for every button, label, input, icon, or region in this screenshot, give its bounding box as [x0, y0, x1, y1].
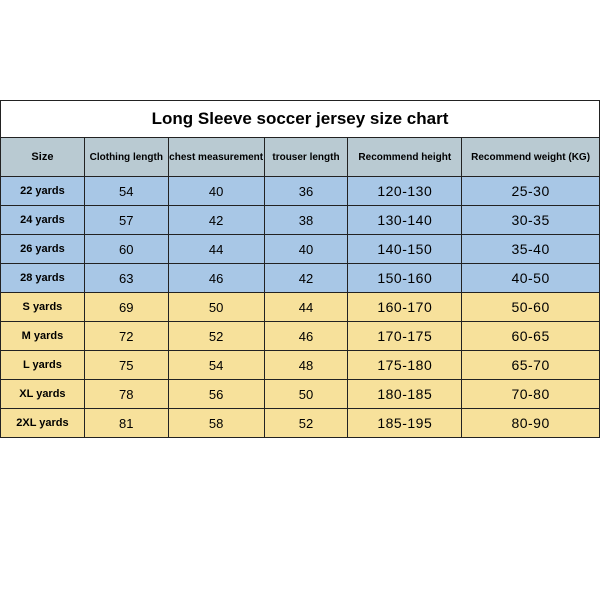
value-cell: 52 — [168, 322, 264, 351]
value-cell: 175-180 — [348, 351, 462, 380]
value-cell: 81 — [84, 409, 168, 438]
size-chart-body: Long Sleeve soccer jersey size chartSize… — [1, 101, 600, 438]
value-cell: 38 — [264, 206, 348, 235]
value-cell: 130-140 — [348, 206, 462, 235]
value-cell: 35-40 — [462, 235, 600, 264]
value-cell: 57 — [84, 206, 168, 235]
table-title: Long Sleeve soccer jersey size chart — [1, 101, 600, 138]
value-cell: 140-150 — [348, 235, 462, 264]
table-row: 24 yards574238130-14030-35 — [1, 206, 600, 235]
value-cell: 42 — [264, 264, 348, 293]
column-header: trouser length — [264, 138, 348, 177]
value-cell: 44 — [264, 293, 348, 322]
value-cell: 58 — [168, 409, 264, 438]
value-cell: 120-130 — [348, 177, 462, 206]
value-cell: 40 — [168, 177, 264, 206]
value-cell: 54 — [168, 351, 264, 380]
value-cell: 63 — [84, 264, 168, 293]
value-cell: 60-65 — [462, 322, 600, 351]
value-cell: 46 — [264, 322, 348, 351]
table-row: L yards755448175-18065-70 — [1, 351, 600, 380]
size-chart-container: Long Sleeve soccer jersey size chartSize… — [0, 100, 600, 438]
value-cell: 44 — [168, 235, 264, 264]
value-cell: 80-90 — [462, 409, 600, 438]
value-cell: 160-170 — [348, 293, 462, 322]
table-row: S yards695044160-17050-60 — [1, 293, 600, 322]
value-cell: 40 — [264, 235, 348, 264]
value-cell: 50-60 — [462, 293, 600, 322]
value-cell: 60 — [84, 235, 168, 264]
value-cell: 150-160 — [348, 264, 462, 293]
size-cell: L yards — [1, 351, 85, 380]
table-row: 2XL yards815852185-19580-90 — [1, 409, 600, 438]
size-cell: S yards — [1, 293, 85, 322]
value-cell: 70-80 — [462, 380, 600, 409]
table-row: 22 yards544036120-13025-30 — [1, 177, 600, 206]
value-cell: 185-195 — [348, 409, 462, 438]
value-cell: 170-175 — [348, 322, 462, 351]
column-header: Recommend weight (KG) — [462, 138, 600, 177]
size-cell: 26 yards — [1, 235, 85, 264]
size-cell: M yards — [1, 322, 85, 351]
value-cell: 40-50 — [462, 264, 600, 293]
size-cell: 24 yards — [1, 206, 85, 235]
value-cell: 46 — [168, 264, 264, 293]
table-row: 26 yards604440140-15035-40 — [1, 235, 600, 264]
table-row: M yards725246170-17560-65 — [1, 322, 600, 351]
size-cell: 2XL yards — [1, 409, 85, 438]
value-cell: 25-30 — [462, 177, 600, 206]
value-cell: 180-185 — [348, 380, 462, 409]
table-row: 28 yards634642150-16040-50 — [1, 264, 600, 293]
column-header: chest measurement — [168, 138, 264, 177]
value-cell: 42 — [168, 206, 264, 235]
value-cell: 69 — [84, 293, 168, 322]
value-cell: 30-35 — [462, 206, 600, 235]
value-cell: 50 — [264, 380, 348, 409]
value-cell: 36 — [264, 177, 348, 206]
value-cell: 54 — [84, 177, 168, 206]
value-cell: 65-70 — [462, 351, 600, 380]
column-header: Recommend height — [348, 138, 462, 177]
column-header: Clothing length — [84, 138, 168, 177]
column-header: Size — [1, 138, 85, 177]
table-row: XL yards785650180-18570-80 — [1, 380, 600, 409]
value-cell: 56 — [168, 380, 264, 409]
value-cell: 48 — [264, 351, 348, 380]
size-cell: 22 yards — [1, 177, 85, 206]
value-cell: 78 — [84, 380, 168, 409]
size-chart-table: Long Sleeve soccer jersey size chartSize… — [0, 100, 600, 438]
value-cell: 52 — [264, 409, 348, 438]
value-cell: 72 — [84, 322, 168, 351]
size-cell: 28 yards — [1, 264, 85, 293]
size-cell: XL yards — [1, 380, 85, 409]
value-cell: 75 — [84, 351, 168, 380]
value-cell: 50 — [168, 293, 264, 322]
